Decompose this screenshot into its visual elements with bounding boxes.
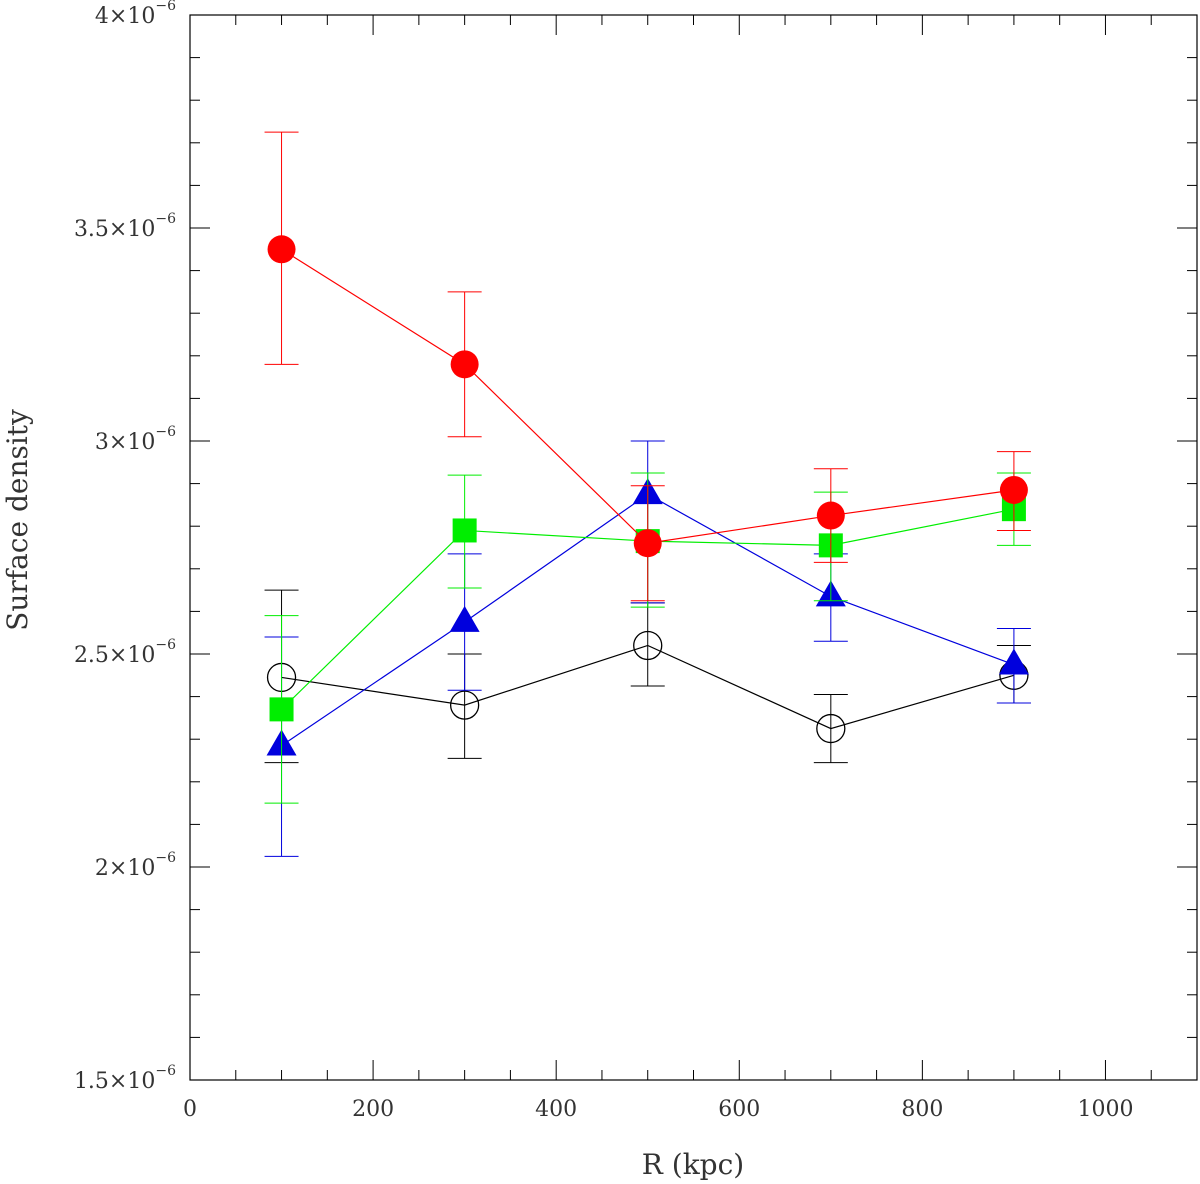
x-tick-label: 200 — [352, 1097, 394, 1122]
blue-triangles-point — [998, 648, 1029, 675]
axis-ticks — [189, 14, 1198, 1081]
y-tick-label: 1.5×10−6 — [74, 1063, 176, 1094]
x-tick-label: 1000 — [1077, 1097, 1133, 1122]
x-tick-label: 0 — [183, 1097, 197, 1122]
y-tick-label: 3×10−6 — [95, 424, 176, 455]
x-tick-label: 800 — [901, 1097, 943, 1122]
black-open-circles-point — [816, 713, 846, 744]
red-circles-point — [450, 350, 479, 379]
x-axis-label: R (kpc) — [642, 1148, 744, 1181]
blue-triangles-point — [449, 605, 480, 632]
black-open-circles-point — [633, 630, 663, 661]
y-tick-label: 4×10−6 — [95, 0, 176, 29]
red-circles-point — [816, 501, 845, 530]
green-squares-point — [269, 697, 294, 722]
y-tick-label: 2×10−6 — [95, 850, 176, 881]
black-open-circles-point — [449, 690, 480, 720]
red-circles-point — [633, 529, 662, 558]
y-tick-label: 3.5×10−6 — [74, 211, 176, 242]
plot-frame — [189, 14, 1198, 1081]
red-circles-series — [264, 131, 1031, 602]
black-open-circles-series — [264, 589, 1031, 764]
y-axis-label: Surface density — [1, 409, 34, 631]
y-tick-label: 2.5×10−6 — [74, 637, 176, 668]
green-squares-point — [452, 518, 477, 543]
red-circles-point — [999, 475, 1028, 504]
series-layer — [264, 131, 1031, 857]
red-circles-point — [267, 235, 296, 264]
x-tick-label: 600 — [718, 1097, 760, 1122]
axis-tick-labels: 0 200 400 600 800 1000 1.5×10−6 2×10−6 2.5×10−6 3… — [74, 0, 1134, 1122]
x-tick-label: 400 — [535, 1097, 577, 1122]
